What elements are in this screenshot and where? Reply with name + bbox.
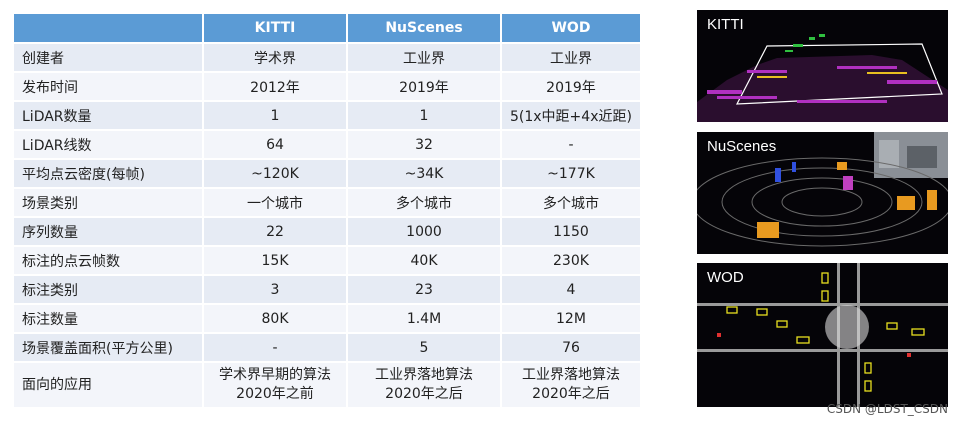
table-cell: 1000 [348,218,500,245]
row-label: 平均点云密度(每帧) [14,160,202,187]
table-cell: ~177K [502,160,640,187]
table-cell: 80K [204,305,346,332]
table-row: 平均点云密度(每帧) ~120K ~34K ~177K [14,160,640,187]
table-cell: 2012年 [204,73,346,100]
row-label: 场景覆盖面积(平方公里) [14,334,202,361]
table-cell: ~120K [204,160,346,187]
table-row: 标注类别 3 23 4 [14,276,640,303]
table-cell: 4 [502,276,640,303]
header-corner-cell [14,14,202,42]
row-label: 场景类别 [14,189,202,216]
table-cell: 多个城市 [502,189,640,216]
table-row: 序列数量 22 1000 1150 [14,218,640,245]
wod-pointcloud-image: WOD [697,263,948,407]
panel-title-wod: WOD [707,269,744,286]
table-cell: 工业界落地算法 2020年之后 [502,363,640,407]
row-label: 发布时间 [14,73,202,100]
row-label: 创建者 [14,44,202,71]
table-cell: 2019年 [502,73,640,100]
cell-line: 工业界落地算法 [375,367,473,383]
table-cell: 230K [502,247,640,274]
table-cell: 1 [204,102,346,129]
cell-line: 2020年之前 [236,386,314,402]
table-cell: 22 [204,218,346,245]
table-row: 创建者 学术界 工业界 工业界 [14,44,640,71]
table-cell: 1150 [502,218,640,245]
table-cell: 一个城市 [204,189,346,216]
table-row: 标注的点云帧数 15K 40K 230K [14,247,640,274]
table-cell: 15K [204,247,346,274]
cell-line: 2020年之后 [385,386,463,402]
cell-line: 2020年之后 [532,386,610,402]
row-label: 序列数量 [14,218,202,245]
table-cell: 3 [204,276,346,303]
table-header-row: KITTI NuScenes WOD [14,14,640,42]
table-row: 发布时间 2012年 2019年 2019年 [14,73,640,100]
table-cell: 1 [348,102,500,129]
table-cell: 学术界早期的算法 2020年之前 [204,363,346,407]
table-cell: 76 [502,334,640,361]
table-row: 标注数量 80K 1.4M 12M [14,305,640,332]
table-row: 面向的应用 学术界早期的算法 2020年之前 工业界落地算法 2020年之后 工业界落地算… [14,363,640,407]
table-cell: 5(1x中距+4x近距) [502,102,640,129]
table-cell: ~34K [348,160,500,187]
table-cell: 工业界 [348,44,500,71]
table-cell: 12M [502,305,640,332]
header-wod: WOD [502,14,640,42]
row-label: LiDAR数量 [14,102,202,129]
kitti-pointcloud-image: KITTI [697,10,948,122]
table-cell: 2019年 [348,73,500,100]
row-label: 标注数量 [14,305,202,332]
table-cell: 1.4M [348,305,500,332]
panel-title-kitti: KITTI [707,16,744,33]
table-cell: 23 [348,276,500,303]
cell-line: 学术界早期的算法 [219,367,331,383]
table-cell: 32 [348,131,500,158]
row-label: 标注类别 [14,276,202,303]
table-cell: 工业界 [502,44,640,71]
table-row: LiDAR数量 1 1 5(1x中距+4x近距) [14,102,640,129]
dataset-comparison-table: KITTI NuScenes WOD 创建者 学术界 工业界 工业界 发布时间 2012年… [12,12,642,409]
nuscenes-pointcloud-image: NuScenes [697,132,948,254]
table-cell: 40K [348,247,500,274]
header-nuscenes: NuScenes [348,14,500,42]
table-row: LiDAR线数 64 32- [14,131,640,158]
table-cell: 多个城市 [348,189,500,216]
csdn-watermark: CSDN @LDST_CSDN [826,402,948,416]
panel-title-nuscenes: NuScenes [707,138,777,155]
table-cell: 学术界 [204,44,346,71]
row-label: 面向的应用 [14,363,202,407]
row-label: LiDAR线数 [14,131,202,158]
cell-line: 工业界落地算法 [521,367,620,383]
row-label: 标注的点云帧数 [14,247,202,274]
table-row: 场景覆盖面积(平方公里) -5 76 [14,334,640,361]
table-cell: 工业界落地算法 2020年之后 [348,363,500,407]
table-row: 场景类别 一个城市 多个城市 多个城市 [14,189,640,216]
header-kitti: KITTI [204,14,346,42]
table-cell: 5 [348,334,500,361]
table-cell: - [204,334,346,361]
table-cell: - [502,131,640,158]
table-cell: 64 [204,131,346,158]
